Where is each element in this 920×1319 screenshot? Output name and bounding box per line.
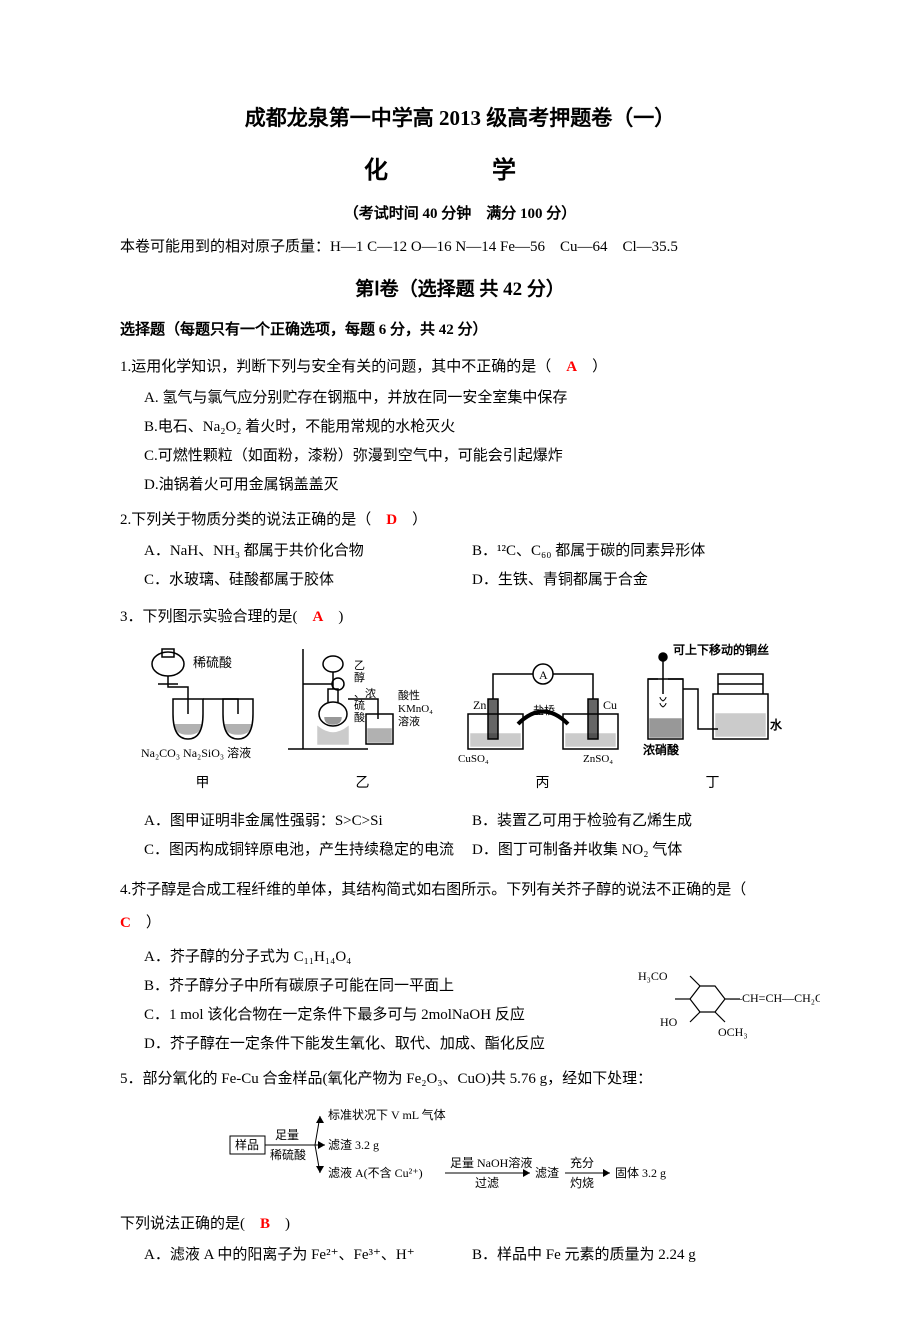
jia-label: 甲 [133, 771, 273, 796]
q5-answer: B [260, 1216, 270, 1232]
section-title: 第Ⅰ卷（选择题 共 42 分） [120, 273, 800, 307]
q3-option-b: B．装置乙可用于检验有乙烯生成 [472, 808, 800, 835]
flow-branch2: 滤渣 3.2 g [328, 1138, 379, 1152]
flow-step2-top: 足量 NaOH溶液 [450, 1155, 532, 1170]
q4-answer: C [120, 915, 131, 931]
q3-answer: A [313, 609, 324, 625]
q4-text: 4.芥子醇是合成工程纤维的单体，其结构简式如右图所示。下列有关芥子醇的说法不正确… [120, 882, 761, 898]
diagram-yi-svg: 乙 醇 、浓 硫 酸 酸性 KMnO₄ 溶液 [278, 639, 448, 769]
q4-formula-right: —CH=CH—CH₂OH [729, 991, 820, 1005]
ding-reagent: 浓硝酸 [643, 742, 680, 757]
ding-water: 水 [770, 717, 783, 732]
bing-bridge: 盐桥 [533, 704, 555, 717]
q5-flow-diagram: 样品 足量 稀硫酸 标准状况下 V mL 气体 滤渣 3.2 g 滤液 A(不含… [120, 1101, 800, 1198]
q3-option-a: A．图甲证明非金属性强弱：S>C>Si [144, 808, 472, 835]
flow-branch3: 滤液 A(不含 Cu²⁺) [328, 1165, 423, 1180]
q1-option-b: B.电石、Na₂O₂ 着火时，不能用常规的水枪灭火 [144, 414, 800, 441]
yi-label3: 、浓 [354, 687, 376, 700]
question-2: 2.下列关于物质分类的说法正确的是（ D ） A．NaH、NH₃ 都属于共价化合… [120, 507, 800, 596]
diagram-yi: 乙 醇 、浓 硫 酸 酸性 KMnO₄ 溶液 乙 [278, 639, 448, 796]
flow-sample: 样品 [235, 1137, 259, 1152]
bing-label: 丙 [453, 771, 633, 796]
flow-step2-bottom: 过滤 [475, 1176, 499, 1190]
q2-text-end: ） [397, 512, 427, 528]
q1-option-a: A. 氢气与氯气应分别贮存在钢瓶中，并放在同一安全室集中保存 [144, 385, 800, 412]
q5-text2: 下列说法正确的是( [120, 1216, 260, 1232]
yi-label5: 酸 [354, 710, 365, 724]
q3-text-end: ) [323, 609, 343, 625]
yi-label1: 乙 [354, 659, 365, 672]
flow-step3: 滤渣 [535, 1166, 559, 1180]
q4-structure-formula: H₃CO —CH=CH—CH₂OH HO OCH₃ [630, 964, 820, 1051]
q2-answer: D [386, 512, 397, 528]
question-1: 1.运用化学知识，判断下列与安全有关的问题，其中不正确的是（ A ） A. 氢气… [120, 354, 800, 499]
question-3: 3．下列图示实验合理的是( A ) 稀硫酸 Na₂CO₃ Na₂SiO₃ 溶液 [120, 604, 800, 866]
q1-answer: A [566, 359, 577, 375]
instructions: 选择题（每题只有一个正确选项，每题 6 分，共 42 分） [120, 317, 800, 344]
bing-left: CuSO₄ [458, 753, 489, 765]
question-5: 5．部分氧化的 Fe-Cu 合金样品(氧化产物为 Fe₂O₃、CuO)共 5.7… [120, 1066, 800, 1270]
flow-step3-bottom: 灼烧 [570, 1175, 594, 1190]
flow-branch1: 标准状况下 V mL 气体 [328, 1107, 446, 1122]
q2-text: 2.下列关于物质分类的说法正确的是（ [120, 512, 386, 528]
jia-label2: Na₂CO₃ Na₂SiO₃ 溶液 [141, 745, 251, 760]
q1-option-c: C.可燃性颗粒（如面粉，漆粉）弥漫到空气中，可能会引起爆炸 [144, 443, 800, 470]
diagram-jia: 稀硫酸 Na₂CO₃ Na₂SiO₃ 溶液 甲 [133, 639, 273, 796]
q3-text: 3．下列图示实验合理的是( [120, 609, 313, 625]
q3-option-d: D．图丁可制备并收集 NO₂ 气体 [472, 837, 800, 864]
diagram-bing: A Zn Cu 盐桥 CuSO₄ ZnSO₄ 丙 [453, 659, 633, 796]
q4-formula-bottomleft: HO [660, 1015, 678, 1029]
yi-label2: 醇 [354, 670, 365, 684]
q5-text-end: ) [270, 1216, 290, 1232]
flow-step3-top: 充分 [570, 1155, 594, 1170]
q1-text: 1.运用化学知识，判断下列与安全有关的问题，其中不正确的是（ [120, 359, 566, 375]
q2-option-b: B．¹²C、C₆₀ 都属于碳的同素异形体 [472, 538, 800, 565]
q2-option-a: A．NaH、NH₃ 都属于共价化合物 [144, 538, 472, 565]
q3-option-c: C．图丙构成铜锌原电池，产生持续稳定的电流 [144, 837, 472, 864]
q2-option-d: D．生铁、青铜都属于合金 [472, 567, 800, 594]
flow-step1-top: 足量 [275, 1128, 299, 1142]
yi-label8: 溶液 [398, 714, 420, 728]
jia-label1: 稀硫酸 [193, 655, 232, 670]
ding-top: 可上下移动的铜丝 [673, 642, 769, 657]
diagram-ding-svg: 可上下移动的铜丝 浓硝酸 水 [638, 639, 788, 769]
q1-option-d: D.油锅着火可用金属锅盖盖灭 [144, 472, 800, 499]
diagram-bing-svg: A Zn Cu 盐桥 CuSO₄ ZnSO₄ [453, 659, 633, 769]
svg-text:A: A [539, 668, 548, 682]
diagram-jia-svg: 稀硫酸 Na₂CO₃ Na₂SiO₃ 溶液 [133, 639, 273, 769]
yi-label6: 酸性 [398, 688, 420, 702]
exam-info: （考试时间 40 分钟 满分 100 分） [120, 201, 800, 228]
q4-formula-bottomright: OCH₃ [718, 1025, 748, 1039]
yi-label: 乙 [278, 771, 448, 796]
q4-formula-topleft: H₃CO [638, 969, 668, 983]
subject-title: 化 学 [120, 150, 800, 193]
bing-zn: Zn [473, 698, 486, 712]
bing-right: ZnSO₄ [583, 753, 613, 765]
main-title: 成都龙泉第一中学高 2013 级高考押题卷（一） [120, 100, 800, 138]
bing-cu: Cu [603, 698, 617, 712]
q1-text-end: ） [577, 359, 607, 375]
q3-diagrams: 稀硫酸 Na₂CO₃ Na₂SiO₃ 溶液 甲 [120, 639, 800, 796]
ding-label: 丁 [638, 771, 788, 796]
q2-option-c: C．水玻璃、硅酸都属于胶体 [144, 567, 472, 594]
atomic-mass-info: 本卷可能用到的相对原子质量：H—1 C—12 O—16 N—14 Fe—56 C… [120, 234, 800, 261]
question-4: 4.芥子醇是合成工程纤维的单体，其结构简式如右图所示。下列有关芥子醇的说法不正确… [120, 874, 800, 1058]
flow-result: 固体 3.2 g [615, 1166, 666, 1180]
q5-option-a: A．滤液 A 中的阳离子为 Fe²⁺、Fe³⁺、H⁺ [144, 1242, 472, 1269]
q5-text: 5．部分氧化的 Fe-Cu 合金样品(氧化产物为 Fe₂O₃、CuO)共 5.7… [120, 1066, 800, 1093]
q4-text-end: ） [131, 915, 161, 931]
flow-step1-bottom: 稀硫酸 [270, 1147, 306, 1162]
yi-label7: KMnO₄ [398, 703, 433, 715]
q5-option-b: B．样品中 Fe 元素的质量为 2.24 g [472, 1242, 800, 1269]
yi-label4: 硫 [354, 698, 365, 712]
diagram-ding: 可上下移动的铜丝 浓硝酸 水 丁 [638, 639, 788, 796]
